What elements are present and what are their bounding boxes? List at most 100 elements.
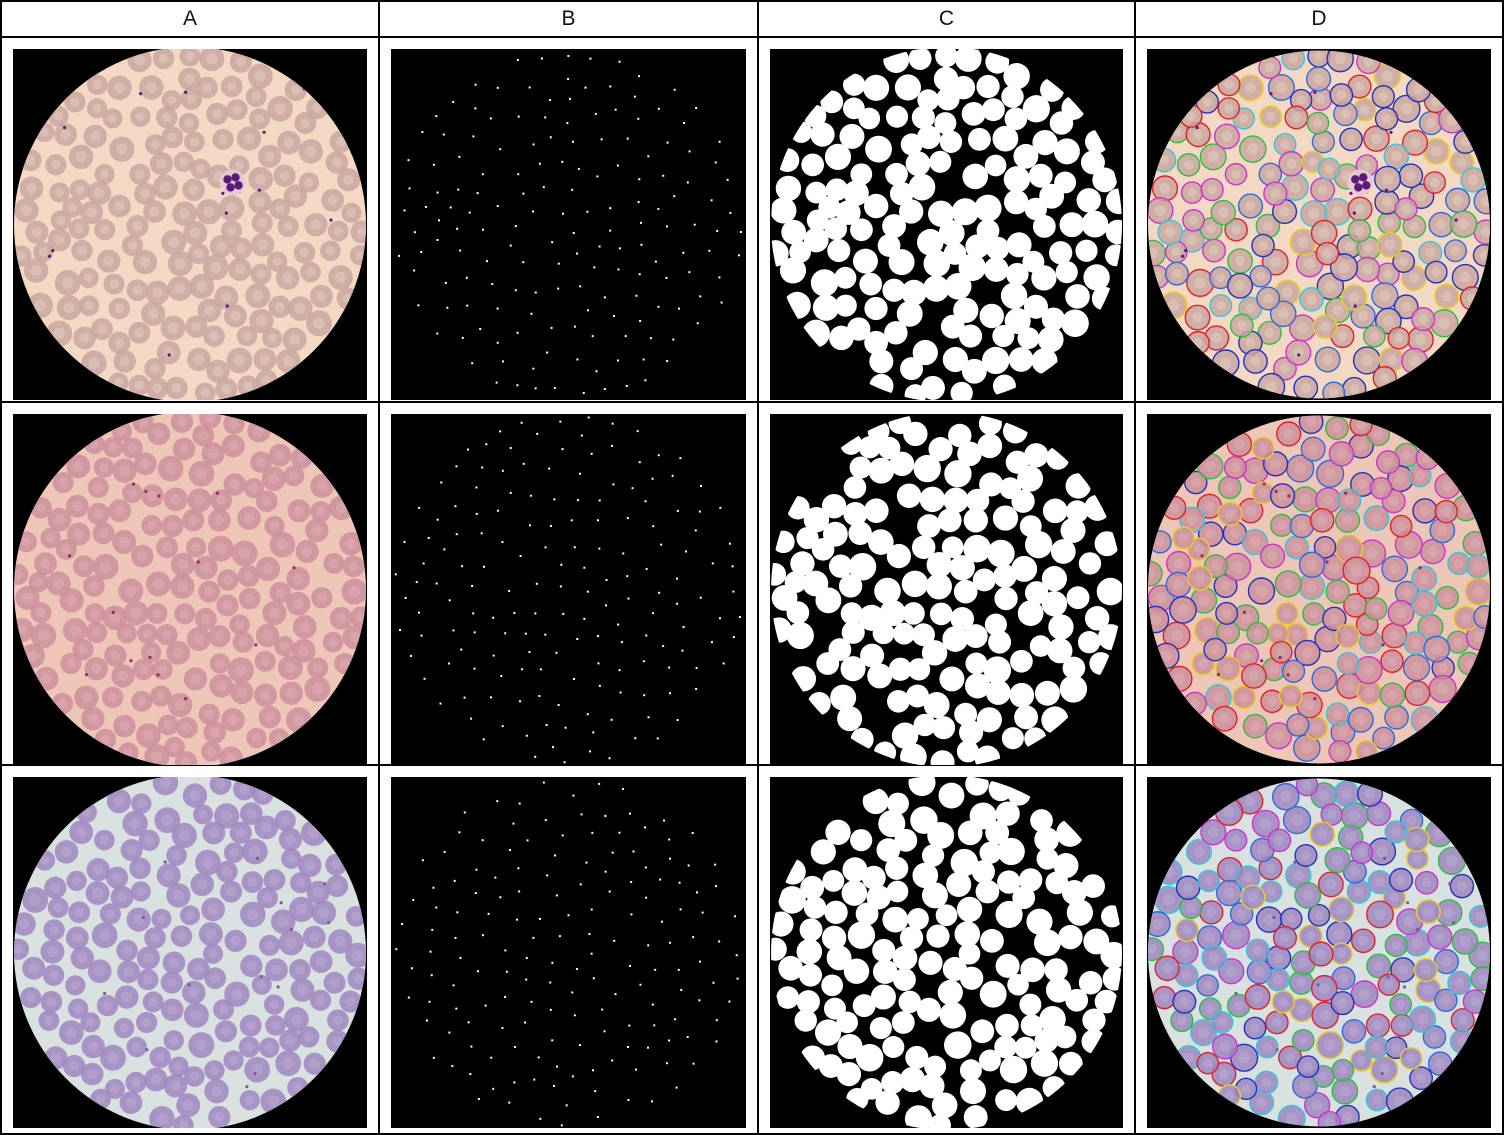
centroid-point bbox=[408, 187, 411, 190]
centroid-point bbox=[673, 195, 676, 198]
mask-blob bbox=[886, 880, 909, 903]
mask-blob bbox=[957, 441, 982, 467]
centroid-point bbox=[489, 117, 492, 120]
centroid-point bbox=[509, 491, 512, 494]
mask-blob bbox=[868, 529, 894, 555]
centroid-point bbox=[577, 167, 580, 170]
cell-outline bbox=[1413, 957, 1438, 982]
cell-outline bbox=[1350, 841, 1374, 865]
cell-outline bbox=[1164, 261, 1189, 286]
centroid-point bbox=[597, 662, 600, 665]
cell-outline bbox=[1339, 127, 1363, 152]
mask-blob bbox=[1105, 219, 1122, 245]
mask-blob bbox=[839, 123, 865, 149]
mask-blob bbox=[893, 968, 916, 991]
cell-outline bbox=[1184, 304, 1211, 331]
mask-blob bbox=[961, 101, 986, 126]
centroid-point bbox=[657, 207, 660, 210]
centroid-point bbox=[444, 281, 447, 284]
mask-blob bbox=[924, 1055, 947, 1078]
mask-blob bbox=[906, 684, 929, 708]
mask-blob bbox=[942, 346, 968, 373]
mask-blob bbox=[963, 624, 988, 649]
mask-blob bbox=[979, 980, 1007, 1008]
centroid-point bbox=[518, 802, 521, 805]
centroid-point bbox=[624, 335, 627, 338]
mask-blob bbox=[771, 911, 794, 937]
mask-blob bbox=[1065, 500, 1089, 523]
centroid-point bbox=[676, 577, 679, 580]
centroid-point bbox=[534, 755, 537, 758]
centroid-point bbox=[477, 1098, 480, 1101]
cell-outline bbox=[1435, 585, 1460, 610]
mask-blob bbox=[1018, 868, 1043, 892]
cell-outline bbox=[1320, 803, 1343, 826]
mask-blob bbox=[1075, 239, 1098, 262]
mask-blob bbox=[1048, 614, 1074, 640]
mask-blob bbox=[995, 1089, 1018, 1112]
centroid-point bbox=[695, 666, 698, 669]
centroid-point bbox=[542, 186, 545, 189]
centroid-point bbox=[627, 597, 630, 600]
mask-blob bbox=[937, 979, 963, 1006]
mask-blob bbox=[824, 900, 848, 925]
mask-blob bbox=[921, 844, 945, 867]
centroid-point bbox=[657, 107, 660, 110]
centroid-point bbox=[604, 814, 607, 817]
centroid-point bbox=[718, 940, 721, 943]
mask-blob bbox=[923, 692, 950, 718]
grid-vertical-line bbox=[1134, 0, 1136, 1135]
centroid-point bbox=[469, 1073, 472, 1076]
centroid-point bbox=[516, 384, 519, 387]
mask-blob bbox=[1065, 284, 1090, 309]
cell-outline bbox=[1401, 129, 1429, 156]
mask-blob bbox=[938, 782, 965, 809]
mask-blob bbox=[928, 1114, 951, 1128]
centroid-point bbox=[625, 385, 628, 388]
mask-blob bbox=[1010, 649, 1033, 673]
mask-blob bbox=[894, 828, 918, 852]
cell-outline bbox=[1315, 241, 1339, 266]
cell-outline bbox=[1308, 941, 1334, 967]
centroid-point bbox=[731, 565, 734, 568]
mask-blob bbox=[1020, 1014, 1043, 1037]
mask-blob bbox=[830, 684, 857, 711]
centroid-point bbox=[557, 262, 560, 265]
centroid-point bbox=[513, 612, 516, 615]
centroid-point bbox=[430, 974, 433, 977]
centroid-point bbox=[645, 896, 648, 899]
mask-blob bbox=[979, 303, 1004, 329]
cell-outline bbox=[1224, 217, 1248, 242]
centroid-point bbox=[420, 634, 423, 637]
centroid-point bbox=[611, 444, 614, 447]
centroid-point bbox=[618, 831, 621, 834]
centroid-point bbox=[395, 948, 398, 951]
centroid-point bbox=[448, 1031, 451, 1034]
centroid-point bbox=[475, 512, 478, 515]
cell-outline bbox=[1376, 450, 1401, 475]
cell-outline bbox=[1325, 579, 1350, 604]
mask-blob bbox=[819, 1054, 843, 1078]
mask-blob bbox=[1008, 347, 1034, 372]
centroid-point bbox=[518, 890, 521, 893]
centroid-point bbox=[481, 839, 484, 842]
cell-outline bbox=[1388, 867, 1414, 892]
mask-blob bbox=[995, 1013, 1019, 1038]
cell-outline bbox=[1443, 239, 1467, 263]
centroid-point bbox=[699, 596, 702, 599]
centroid-point bbox=[656, 737, 659, 740]
mask-blob bbox=[905, 151, 931, 177]
centroid-point bbox=[698, 960, 701, 963]
centroid-point bbox=[650, 1100, 653, 1103]
mask-blob bbox=[1037, 326, 1064, 353]
mask-blob bbox=[771, 197, 797, 224]
centroid-point bbox=[695, 687, 698, 690]
mask-blob bbox=[877, 436, 901, 460]
mask-blob bbox=[997, 870, 1021, 894]
mask-blob bbox=[852, 994, 876, 1018]
centroid-point bbox=[472, 135, 475, 138]
cell-outline bbox=[1409, 1066, 1433, 1091]
centroid-point bbox=[410, 967, 413, 970]
centroid-point bbox=[672, 338, 675, 341]
